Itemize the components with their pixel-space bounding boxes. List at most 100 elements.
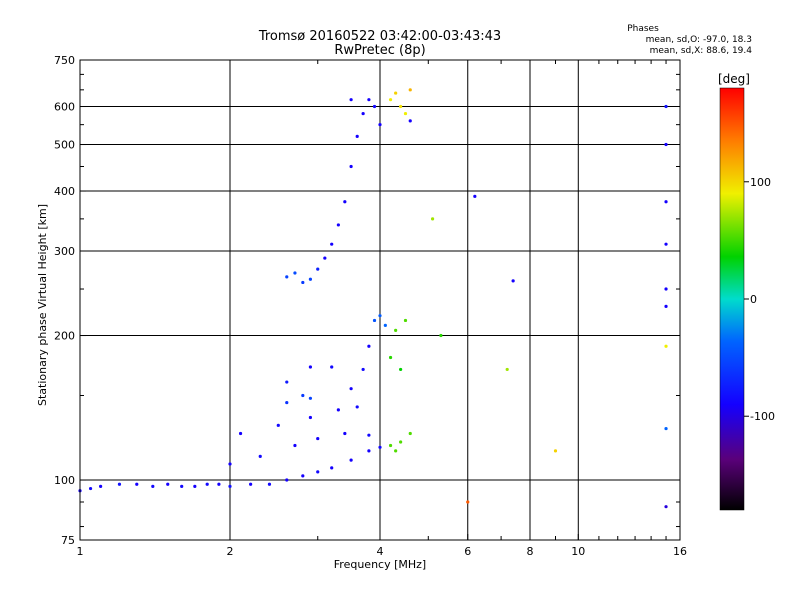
data-point (285, 400, 289, 405)
data-point (383, 323, 387, 327)
colorbar-ticks: 100 0 -100 (744, 176, 775, 423)
data-point (330, 466, 334, 470)
data-point (664, 142, 668, 147)
data-point (316, 267, 320, 271)
chart-subtitle: RwPretec (8p) (334, 43, 425, 58)
x-tick-label: 4 (377, 545, 384, 558)
data-point (293, 443, 297, 448)
data-point (355, 134, 359, 138)
data-point (378, 123, 382, 127)
x-tick-label: 2 (227, 545, 234, 558)
data-point (349, 458, 353, 462)
data-point (249, 482, 253, 486)
data-point (336, 223, 340, 227)
stats-heading: Phases (627, 24, 659, 34)
data-point (378, 314, 382, 318)
data-point (505, 367, 509, 372)
chart-title: Tromsø 20160522 03:42:00-03:43:43 (258, 29, 501, 44)
colorbar (719, 87, 745, 511)
data-point (403, 111, 408, 116)
y-tick-label: 500 (54, 139, 75, 152)
data-point (308, 396, 313, 400)
data-point (439, 333, 443, 338)
data-point (228, 462, 232, 466)
data-point (403, 318, 408, 323)
data-point (361, 111, 365, 116)
data-point (367, 433, 371, 437)
data-points (78, 88, 668, 509)
y-tick-label: 75 (61, 534, 75, 547)
data-point (408, 431, 412, 436)
data-point (180, 484, 184, 488)
data-point (349, 387, 353, 391)
stats-o-line: mean, sd,O: -97.0, 18.3 (646, 35, 752, 45)
x-axis-label: Frequency [MHz] (334, 558, 426, 571)
y-tick-label: 200 (54, 330, 75, 343)
y-tick-label: 750 (54, 54, 75, 67)
plot-frame (79, 59, 681, 541)
data-point (511, 279, 515, 283)
data-point (267, 482, 272, 486)
data-point (388, 98, 393, 102)
data-point (399, 367, 403, 372)
data-point (117, 482, 122, 486)
data-point (466, 500, 470, 504)
data-point (166, 482, 170, 486)
data-point (349, 164, 353, 169)
data-point (372, 318, 377, 323)
grid-lines (79, 59, 681, 541)
data-point (258, 454, 262, 459)
y-axis-label: Stationary phase Virtual Height [km] (36, 204, 49, 406)
data-point (664, 200, 668, 204)
x-tick-label: 10 (571, 545, 585, 558)
data-point (228, 484, 232, 488)
y-tick-label: 400 (54, 185, 75, 198)
data-point (361, 367, 365, 372)
data-point (330, 365, 334, 369)
data-point (399, 104, 403, 109)
data-point (135, 482, 139, 486)
data-point (388, 443, 393, 448)
x-tick-label: 1 (77, 545, 84, 558)
y-tick-label: 300 (54, 245, 75, 258)
data-point (399, 440, 403, 444)
data-point (394, 91, 398, 95)
data-point (308, 365, 313, 369)
data-point (664, 505, 668, 509)
data-point (217, 482, 221, 486)
data-point (151, 484, 155, 488)
data-point (394, 449, 398, 453)
data-point (301, 393, 305, 398)
colorbar-tick-label: 0 (750, 293, 757, 306)
data-point (285, 380, 289, 384)
data-point (323, 256, 327, 260)
data-point (367, 344, 371, 348)
data-point (301, 280, 305, 285)
data-point (308, 277, 313, 281)
stats-x-line: mean, sd,X: 88.6, 19.4 (650, 46, 753, 56)
data-point (316, 470, 320, 474)
x-tick-labels: 1 2 4 6 8 10 16 (77, 545, 688, 558)
data-point (664, 287, 668, 291)
colorbar-tick-label: -100 (750, 410, 775, 423)
data-point (388, 355, 393, 360)
y-tick-labels: 75 100 200 300 400 500 600 750 (54, 54, 75, 547)
data-point (343, 431, 347, 436)
x-tick-label: 8 (527, 545, 534, 558)
data-point (664, 104, 668, 109)
data-point (316, 436, 320, 441)
y-tick-label: 600 (54, 101, 75, 114)
data-point (408, 88, 412, 92)
data-point (343, 200, 347, 204)
data-point (367, 449, 371, 453)
data-point (276, 423, 280, 427)
data-point (378, 445, 382, 449)
data-point (355, 405, 359, 409)
data-point (367, 98, 371, 102)
data-point (473, 194, 477, 198)
data-point (88, 486, 93, 491)
data-point (430, 217, 435, 221)
x-tick-label: 16 (673, 545, 687, 558)
colorbar-label: [deg] (718, 72, 750, 86)
